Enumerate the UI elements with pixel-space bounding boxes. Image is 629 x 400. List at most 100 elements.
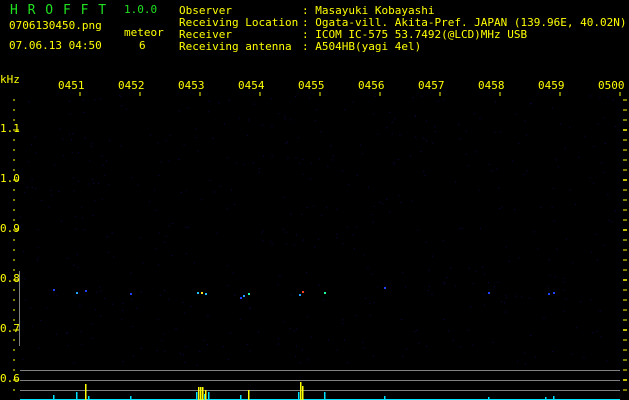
noise-dot — [443, 282, 445, 284]
noise-dot — [593, 146, 595, 148]
noise-dot — [161, 340, 163, 342]
noise-dot — [597, 123, 599, 125]
info-value: : Masayuki Kobayashi — [302, 4, 435, 17]
meteor-echo — [299, 294, 301, 296]
meteor-echo — [302, 291, 304, 293]
noise-dot — [218, 102, 220, 104]
noise-dot — [238, 117, 240, 119]
noise-dot — [386, 127, 388, 129]
noise-dot — [169, 135, 171, 137]
noise-dot — [524, 363, 526, 365]
noise-dot — [50, 189, 52, 191]
noise-dot — [399, 134, 401, 136]
noise-dot — [69, 133, 71, 135]
noise-dot — [515, 295, 517, 297]
meteor-echo — [53, 289, 55, 291]
noise-dot — [59, 128, 61, 130]
noise-dot — [494, 131, 496, 133]
signal-bar — [553, 396, 555, 400]
noise-dot — [409, 155, 411, 157]
noise-dot — [305, 290, 307, 292]
time-label: 0455 — [298, 79, 325, 92]
noise-dot — [402, 271, 404, 273]
noise-dot — [369, 303, 371, 305]
noise-dot — [362, 341, 364, 343]
noise-dot — [142, 262, 144, 264]
noise-dot — [343, 339, 345, 341]
noise-dot — [300, 362, 302, 364]
noise-dot — [258, 168, 260, 170]
noise-dot — [185, 346, 187, 348]
noise-dot — [596, 331, 598, 333]
noise-dot — [504, 302, 506, 304]
noise-dot — [293, 244, 295, 246]
noise-dot — [472, 282, 474, 284]
noise-dot — [290, 213, 292, 215]
noise-dot — [468, 267, 470, 269]
noise-dot — [483, 273, 485, 275]
noise-dot — [73, 264, 75, 266]
noise-dot — [426, 140, 428, 142]
noise-dot — [508, 260, 510, 262]
noise-dot — [342, 322, 344, 324]
noise-dot — [316, 109, 318, 111]
noise-dot — [552, 188, 554, 190]
noise-dot — [589, 176, 591, 178]
noise-dot — [454, 181, 456, 183]
noise-dot — [356, 226, 358, 228]
noise-dot — [297, 137, 299, 139]
noise-dot — [475, 271, 477, 273]
noise-dot — [164, 241, 166, 243]
noise-dot — [178, 158, 180, 160]
noise-dot — [492, 341, 494, 343]
noise-dot — [518, 143, 520, 145]
noise-dot — [447, 330, 449, 332]
noise-dot — [578, 156, 580, 158]
noise-dot — [301, 349, 303, 351]
noise-dot — [220, 185, 222, 187]
noise-dot — [121, 318, 123, 320]
noise-dot — [302, 239, 304, 241]
noise-dot — [125, 108, 127, 110]
signal-bar — [88, 396, 90, 400]
meteor-echo — [201, 292, 203, 294]
signal-bar — [545, 397, 547, 400]
noise-dot — [389, 211, 391, 213]
noise-dot — [505, 294, 507, 296]
noise-dot — [320, 131, 322, 133]
noise-dot — [569, 126, 571, 128]
noise-dot — [81, 217, 83, 219]
noise-dot — [537, 248, 539, 250]
noise-dot — [480, 228, 482, 230]
noise-dot — [55, 333, 57, 335]
noise-dot — [432, 142, 434, 144]
noise-dot — [112, 303, 114, 305]
noise-dot — [37, 229, 39, 231]
time-label: 0451 — [58, 79, 85, 92]
noise-dot — [41, 200, 43, 202]
meteor-echo — [197, 292, 199, 294]
noise-dot — [372, 221, 374, 223]
noise-dot — [262, 124, 264, 126]
noise-dot — [415, 115, 417, 117]
noise-dot — [149, 201, 151, 203]
noise-dot — [314, 120, 316, 122]
noise-dot — [130, 272, 132, 274]
noise-dot — [91, 146, 93, 148]
noise-dot — [184, 361, 186, 363]
noise-dot — [80, 330, 82, 332]
noise-dot — [306, 206, 308, 208]
noise-dot — [293, 330, 295, 332]
noise-dot — [37, 257, 39, 259]
meteor-echo — [488, 292, 490, 294]
noise-dot — [565, 298, 567, 300]
noise-dot — [496, 168, 498, 170]
noise-dot — [381, 203, 383, 205]
noise-dot — [262, 230, 264, 232]
noise-dot — [459, 138, 461, 140]
noise-dot — [66, 332, 68, 334]
noise-dot — [336, 233, 338, 235]
signal-bar — [298, 392, 300, 400]
noise-dot — [608, 219, 610, 221]
noise-dot — [437, 100, 439, 102]
